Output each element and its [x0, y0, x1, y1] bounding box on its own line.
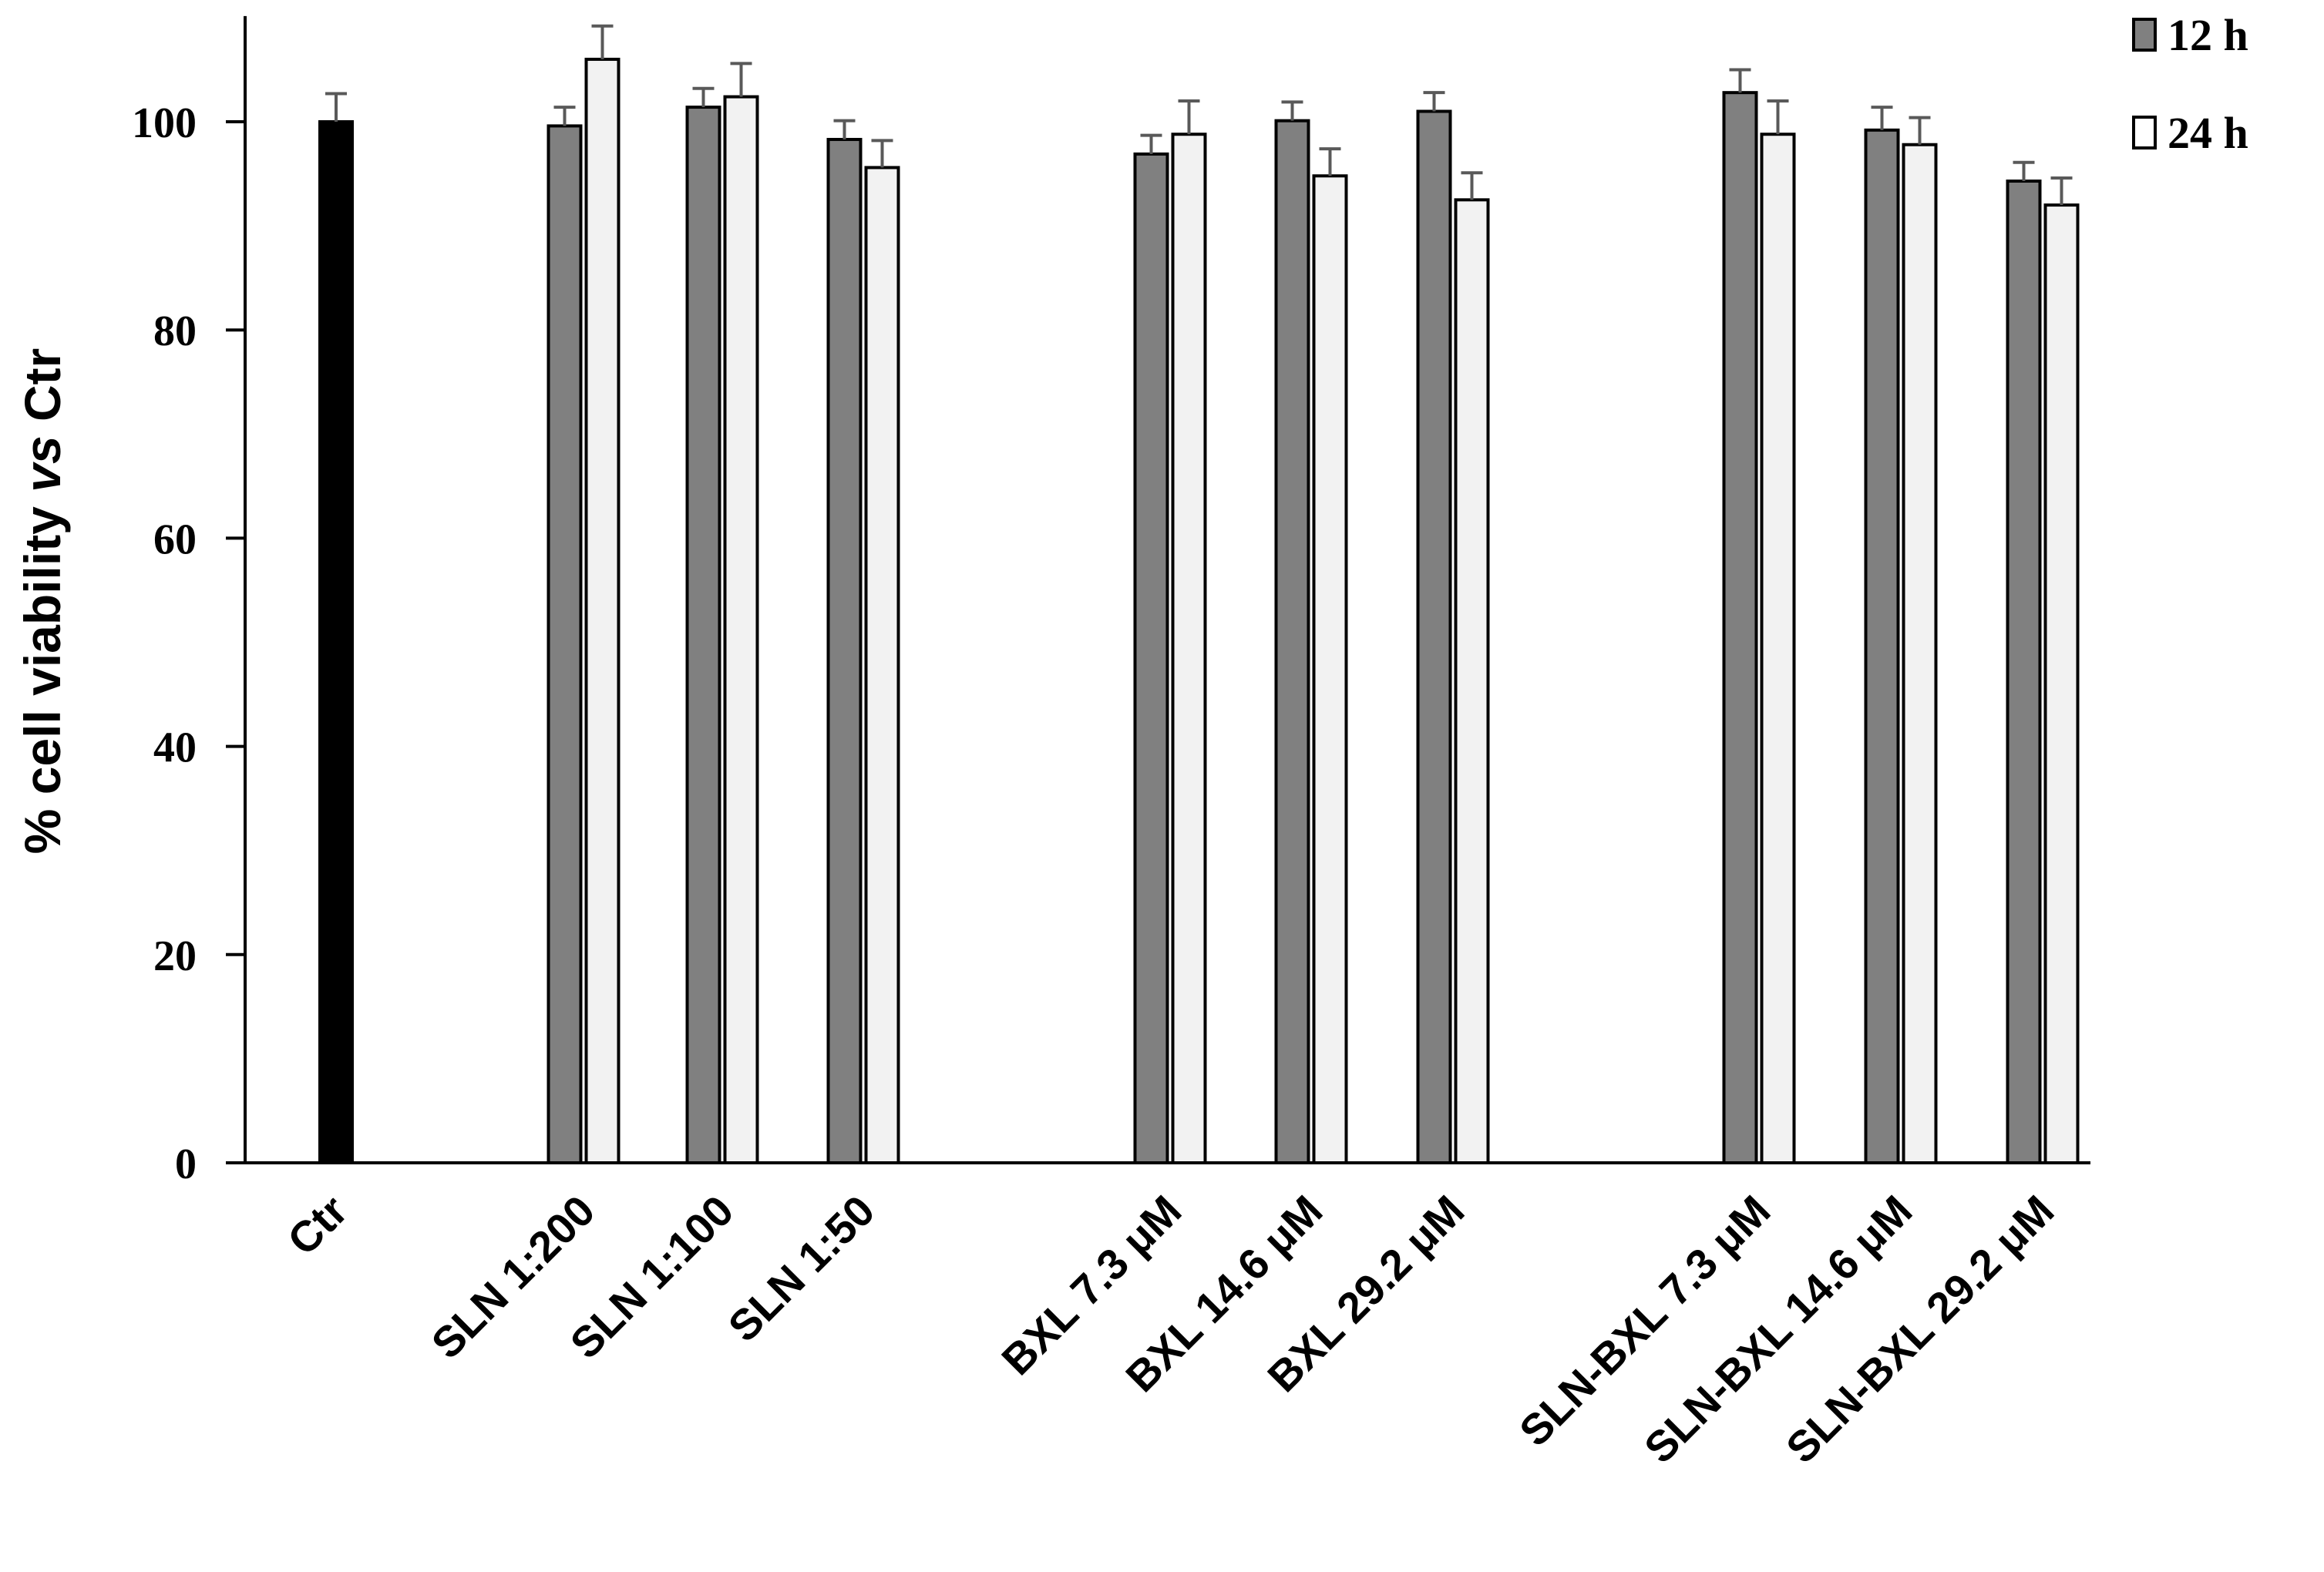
y-axis-label-pre: % cell viability — [14, 492, 71, 855]
bar-12h — [1133, 152, 1169, 1165]
bar-24h — [1312, 174, 1348, 1165]
category-label: SLN 1:50 — [718, 1186, 883, 1351]
category-label: SLN-BXL 7.3 μM — [1510, 1186, 1780, 1456]
bar-12h — [685, 106, 721, 1164]
category-label: Ctr — [278, 1186, 357, 1265]
legend: 12 h 24 h — [2132, 10, 2248, 158]
legend-label-12h: 12 h — [2168, 10, 2248, 60]
legend-swatch-24h — [2132, 116, 2157, 149]
category-label: SLN-BXL 29.2 μM — [1777, 1186, 2063, 1473]
bar-24h — [1902, 143, 1938, 1164]
bar-24h — [2043, 203, 2080, 1165]
bar-24h — [584, 57, 621, 1165]
y-tick-label: 40 — [153, 724, 197, 772]
bar-12h — [1274, 119, 1310, 1164]
legend-label-24h: 24 h — [2168, 108, 2248, 158]
bar-24h — [1760, 133, 1796, 1164]
y-axis-label-post: Ctr — [14, 348, 71, 436]
y-tick-label: 20 — [153, 932, 197, 980]
bar-12h — [1864, 128, 1900, 1165]
legend-swatch-12h — [2132, 18, 2157, 52]
y-tick-label: 80 — [153, 307, 197, 355]
bars — [318, 57, 2080, 1165]
bar-12h — [1722, 91, 1758, 1164]
bar-24h — [1171, 133, 1207, 1164]
y-tick-label: 100 — [132, 99, 197, 147]
y-axis-label: % cell viability vs Ctr — [14, 348, 71, 855]
bar-12h — [2006, 180, 2042, 1165]
bar-24h — [723, 95, 759, 1164]
bar-ctr — [318, 120, 354, 1164]
bar-12h — [547, 124, 583, 1164]
y-tick-label: 60 — [153, 516, 197, 563]
bar-24h — [864, 166, 900, 1165]
bar-24h — [1454, 198, 1490, 1165]
bar-12h — [1416, 109, 1452, 1165]
bar-12h — [826, 137, 863, 1164]
y-axis: 0 20 40 60 80 100 — [132, 15, 247, 1188]
category-label: SLN-BXL 14.6 μM — [1635, 1186, 1922, 1473]
error-bars — [325, 24, 2073, 206]
y-tick-label: 0 — [175, 1140, 197, 1188]
y-axis-label-italic: vs — [14, 435, 71, 492]
